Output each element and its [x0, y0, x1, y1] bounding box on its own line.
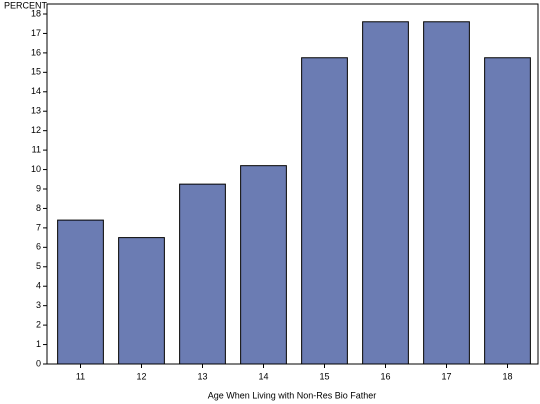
y-tick-label: 16 — [31, 47, 41, 57]
y-tick-label: 3 — [36, 300, 41, 310]
x-axis-label: Age When Living with Non-Res Bio Father — [208, 390, 377, 400]
x-tick-label: 11 — [76, 371, 85, 381]
y-tick-label: 1 — [36, 339, 41, 349]
x-tick-label: 14 — [258, 371, 268, 381]
bar — [57, 219, 104, 365]
bar — [362, 21, 409, 365]
y-tick-label: 7 — [36, 222, 41, 232]
x-tick-label: 15 — [319, 371, 329, 381]
y-tick-label: 12 — [31, 125, 41, 135]
y-tick-label: 5 — [36, 261, 41, 271]
bar — [423, 21, 470, 365]
y-tick-label: 13 — [31, 106, 41, 116]
y-tick-label: 10 — [31, 164, 41, 174]
y-tick-label: 9 — [36, 183, 41, 193]
x-tick-label: 17 — [441, 371, 451, 381]
y-tick-label: 17 — [31, 28, 41, 38]
bar — [301, 57, 348, 365]
y-tick-label: 14 — [31, 86, 41, 96]
y-axis-label: PERCENT — [4, 0, 48, 10]
y-tick-label: 6 — [36, 242, 41, 252]
y-tick-label: 8 — [36, 203, 41, 213]
y-tick-label: 11 — [32, 144, 41, 154]
x-tick-label: 13 — [197, 371, 207, 381]
plot-frame — [46, 3, 539, 365]
y-tick-label: 18 — [31, 8, 41, 18]
bar — [484, 57, 531, 365]
bar — [240, 165, 287, 365]
bar — [118, 237, 165, 365]
y-tick-label: 2 — [36, 319, 41, 329]
x-tick-label: 12 — [136, 371, 146, 381]
x-tick-label: 18 — [502, 371, 512, 381]
x-tick-label: 16 — [380, 371, 390, 381]
bar — [179, 183, 226, 365]
y-tick-label: 4 — [36, 281, 41, 291]
y-tick-label: 15 — [31, 67, 41, 77]
y-tick-label: 0 — [36, 358, 41, 368]
